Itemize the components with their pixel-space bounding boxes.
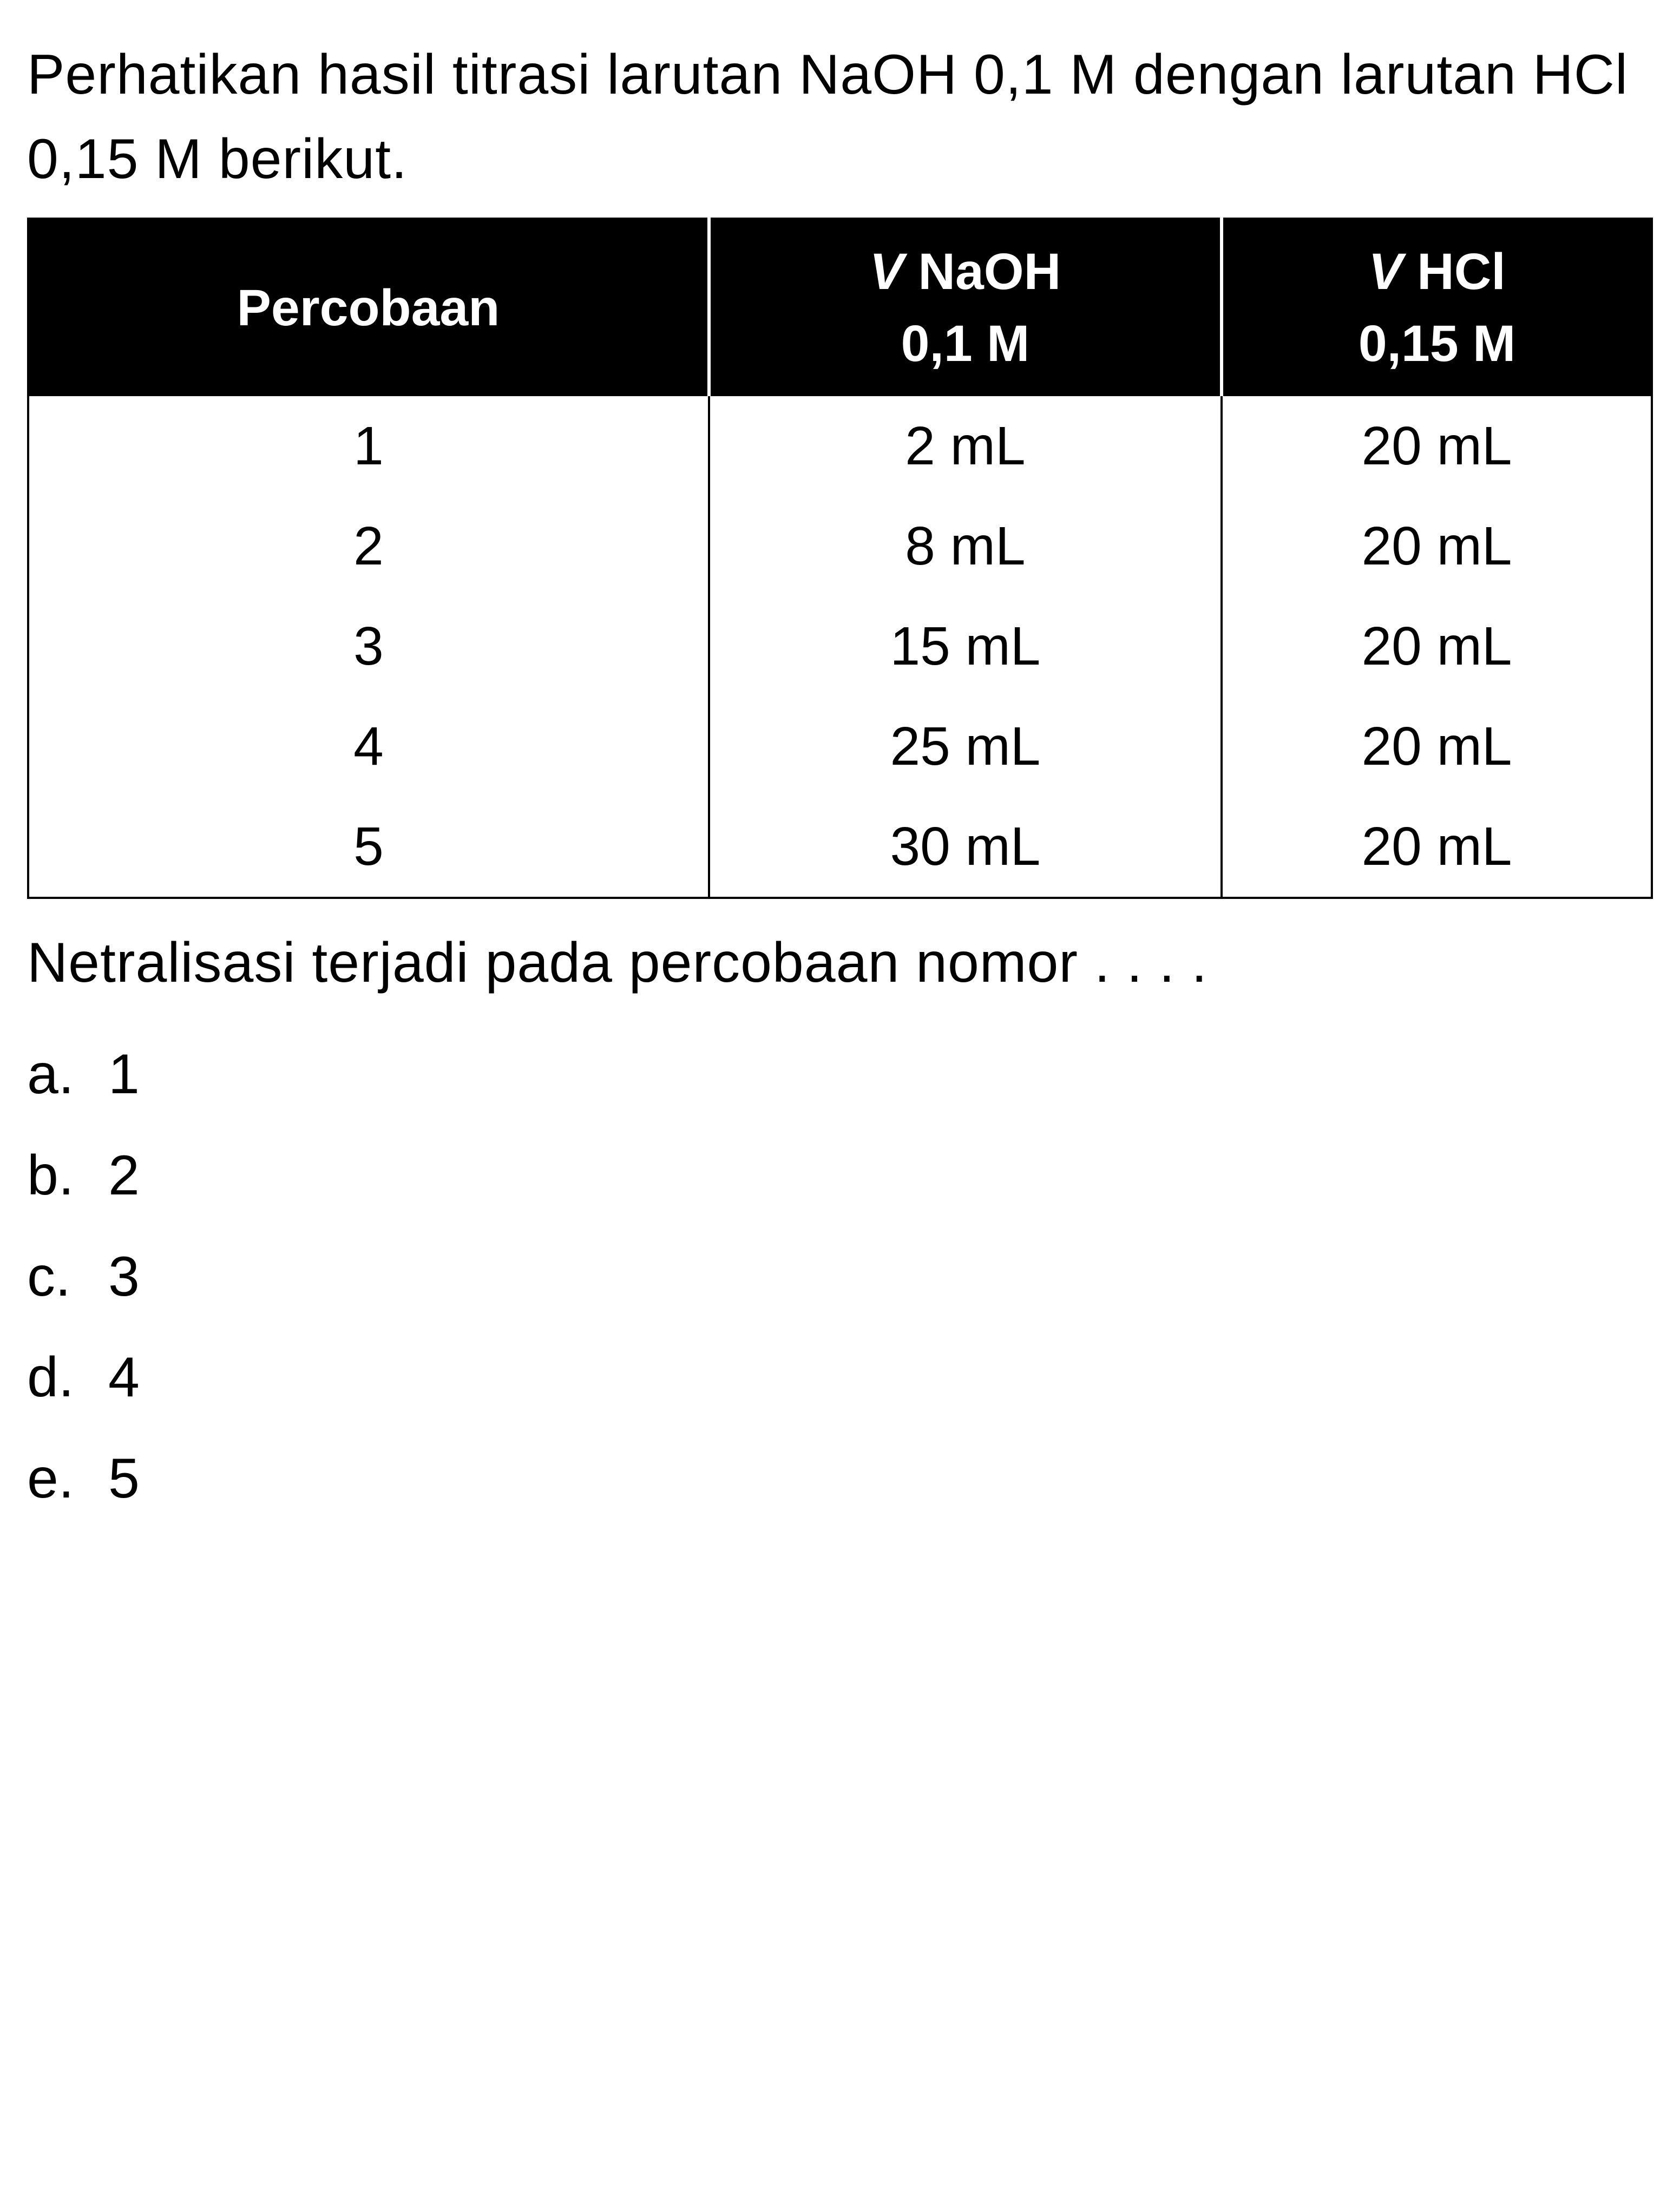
table-row: 4 25 mL 20 mL xyxy=(28,697,1652,797)
titration-table-container: Percobaan V NaOH 0,1 M V HCl 0,15 M 1 2 … xyxy=(27,218,1653,899)
table-header-row: Percobaan V NaOH 0,1 M V HCl 0,15 M xyxy=(28,219,1652,396)
option-letter: e. xyxy=(27,1431,108,1527)
header-line2: 0,1 M xyxy=(721,308,1209,380)
question-text: Perhatikan hasil titrasi larutan NaOH 0,… xyxy=(27,32,1653,201)
answer-options: a. 1 b. 2 c. 3 d. 4 e. 5 xyxy=(27,1027,1653,1527)
table-row: 3 15 mL 20 mL xyxy=(28,596,1652,697)
option-value: 4 xyxy=(108,1330,1653,1426)
cell-naoh: 8 mL xyxy=(709,496,1222,596)
header-naoh: V NaOH 0,1 M xyxy=(709,219,1222,396)
header-line1: V HCl xyxy=(1234,236,1640,308)
cell-naoh: 2 mL xyxy=(709,396,1222,496)
option-letter: a. xyxy=(27,1027,108,1122)
option-d: d. 4 xyxy=(27,1330,1653,1426)
option-e: e. 5 xyxy=(27,1431,1653,1527)
cell-hcl: 20 mL xyxy=(1222,697,1652,797)
header-line2: 0,15 M xyxy=(1234,308,1640,380)
option-value: 2 xyxy=(108,1128,1653,1224)
cell-hcl: 20 mL xyxy=(1222,496,1652,596)
option-value: 1 xyxy=(108,1027,1653,1122)
option-b: b. 2 xyxy=(27,1128,1653,1224)
question-line1: Perhatikan hasil titrasi larutan NaOH 0,… xyxy=(27,43,1117,106)
table-row: 2 8 mL 20 mL xyxy=(28,496,1652,596)
option-c: c. 3 xyxy=(27,1229,1653,1325)
option-letter: b. xyxy=(27,1128,108,1224)
cell-trial: 1 xyxy=(28,396,709,496)
cell-hcl: 20 mL xyxy=(1222,797,1652,898)
cell-trial: 4 xyxy=(28,697,709,797)
option-value: 3 xyxy=(108,1229,1653,1325)
cell-trial: 3 xyxy=(28,596,709,697)
header-hcl: V HCl 0,15 M xyxy=(1222,219,1652,396)
cell-hcl: 20 mL xyxy=(1222,396,1652,496)
cell-hcl: 20 mL xyxy=(1222,596,1652,697)
followup-text: Netralisasi terjadi pada percobaan nomor… xyxy=(27,921,1653,1005)
header-line1: V NaOH xyxy=(721,236,1209,308)
titration-table: Percobaan V NaOH 0,1 M V HCl 0,15 M 1 2 … xyxy=(27,218,1653,899)
option-value: 5 xyxy=(108,1431,1653,1527)
table-row: 1 2 mL 20 mL xyxy=(28,396,1652,496)
header-percobaan: Percobaan xyxy=(28,219,709,396)
cell-naoh: 25 mL xyxy=(709,697,1222,797)
cell-trial: 5 xyxy=(28,797,709,898)
option-letter: c. xyxy=(27,1229,108,1325)
table-body: 1 2 mL 20 mL 2 8 mL 20 mL 3 15 mL 20 mL … xyxy=(28,396,1652,898)
cell-trial: 2 xyxy=(28,496,709,596)
option-letter: d. xyxy=(27,1330,108,1426)
cell-naoh: 15 mL xyxy=(709,596,1222,697)
cell-naoh: 30 mL xyxy=(709,797,1222,898)
option-a: a. 1 xyxy=(27,1027,1653,1122)
header-text: Percobaan xyxy=(40,272,697,344)
table-row: 5 30 mL 20 mL xyxy=(28,797,1652,898)
